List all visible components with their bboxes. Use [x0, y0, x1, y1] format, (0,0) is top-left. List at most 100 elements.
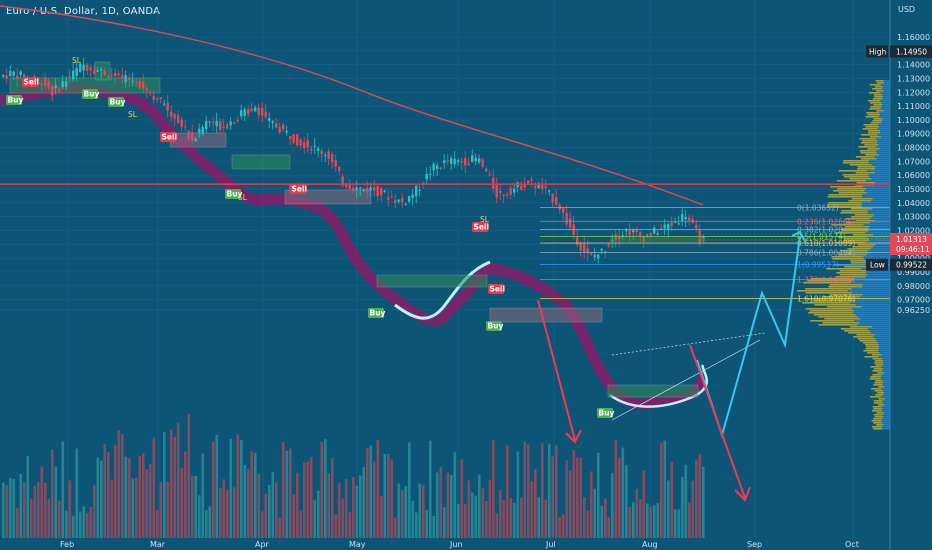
sell-signal-tag [472, 222, 488, 232]
profile-bar [869, 218, 890, 220]
volume-bar [163, 432, 166, 538]
profile-bar [867, 148, 880, 150]
buy-signal-label: Buy [84, 90, 100, 99]
volume-bar [201, 453, 205, 538]
volume-bar [492, 439, 495, 538]
profile-bar [882, 408, 890, 410]
candle-body [16, 75, 19, 79]
profile-bar [805, 288, 852, 290]
candle-body [282, 124, 285, 130]
candle-body [131, 80, 134, 82]
candle-body [96, 70, 99, 72]
profile-bar [867, 250, 890, 252]
volume-bar [205, 510, 208, 538]
candle-body [198, 128, 201, 133]
volume-bar [215, 435, 219, 538]
profile-bar [864, 190, 890, 192]
candle-body [61, 81, 64, 88]
profile-bar [844, 226, 870, 228]
candle-body [450, 158, 453, 164]
volume-bar [404, 486, 408, 538]
volume-bar [250, 451, 254, 538]
candle-body [425, 174, 428, 180]
price-axis[interactable]: USD1.160001.150001.140001.130001.120001.… [703, 0, 932, 550]
candle-body [170, 111, 173, 117]
profile-bar [883, 416, 890, 418]
price-axis-panel [890, 0, 932, 550]
profile-bar [882, 120, 890, 122]
candle-body [142, 81, 145, 89]
time-axis[interactable]: Feb Mar Apr May Jun Jul Aug Sep Oct [60, 540, 859, 549]
profile-bar [869, 108, 881, 110]
profile-bar [880, 108, 890, 110]
candle-body [72, 70, 75, 80]
fib-level-label: 1(0.99537) [797, 261, 839, 270]
profile-bar [882, 94, 890, 96]
profile-bar [866, 188, 890, 190]
profile-bar [869, 226, 890, 228]
candle-body [355, 187, 358, 191]
candle-body [201, 126, 204, 135]
candle-body [44, 77, 47, 86]
volume-bar [61, 441, 65, 538]
profile-bar [857, 166, 876, 168]
volume-bar [180, 467, 184, 538]
profile-bar [853, 312, 890, 314]
profile-bar [876, 138, 890, 140]
candle-body [513, 188, 516, 193]
candle-body [471, 155, 474, 162]
volume-bar [625, 465, 628, 538]
profile-bar [866, 254, 890, 256]
candle-body [2, 74, 5, 77]
profile-bar [866, 170, 890, 172]
profile-bar [875, 394, 884, 396]
volume-bar [646, 503, 649, 538]
profile-bar [830, 186, 864, 188]
volume-bar [450, 475, 453, 538]
volume-bar [16, 508, 19, 538]
fib-level-label: 0.5(1.01574) [797, 232, 846, 241]
profile-bar [873, 104, 883, 106]
profile-bar [880, 100, 890, 102]
profile-bar [863, 350, 879, 352]
candle-body [327, 151, 330, 160]
candle-body [464, 158, 467, 166]
profile-bar [829, 294, 863, 296]
candle-body [366, 187, 369, 192]
candle-body [695, 224, 698, 229]
candle-body [590, 253, 593, 255]
profile-bar [874, 382, 883, 384]
profile-bar [829, 284, 863, 286]
profile-bar [870, 106, 882, 108]
candle-body [628, 229, 631, 236]
candle-body [397, 199, 400, 202]
volume-bar [23, 482, 26, 538]
candle-body [642, 236, 645, 242]
profile-bar [866, 346, 880, 348]
candle-body [331, 153, 334, 163]
sell-signal-label: Sell [490, 285, 506, 294]
volume-bar [75, 448, 79, 538]
trend-ribbon [0, 83, 708, 410]
candle-body [114, 72, 117, 76]
profile-bar [883, 82, 890, 84]
volume-bar [135, 477, 138, 538]
candle-body [548, 190, 551, 192]
candle-body [233, 122, 236, 124]
currency-label: USD [898, 5, 915, 14]
profile-bar [860, 318, 890, 320]
profile-bar [874, 172, 890, 174]
candle-body [89, 67, 92, 71]
candle-body [551, 193, 554, 203]
candle-body [110, 75, 113, 77]
profile-bar [869, 84, 881, 86]
candle-body [187, 131, 190, 140]
volume-bar [170, 429, 173, 538]
price-tick-label: 1.10000 [897, 116, 930, 125]
profile-bar [872, 98, 883, 100]
profile-bar [855, 314, 890, 316]
volume-bar [40, 466, 44, 538]
volume-bar [663, 440, 667, 538]
candle-body [236, 120, 239, 122]
